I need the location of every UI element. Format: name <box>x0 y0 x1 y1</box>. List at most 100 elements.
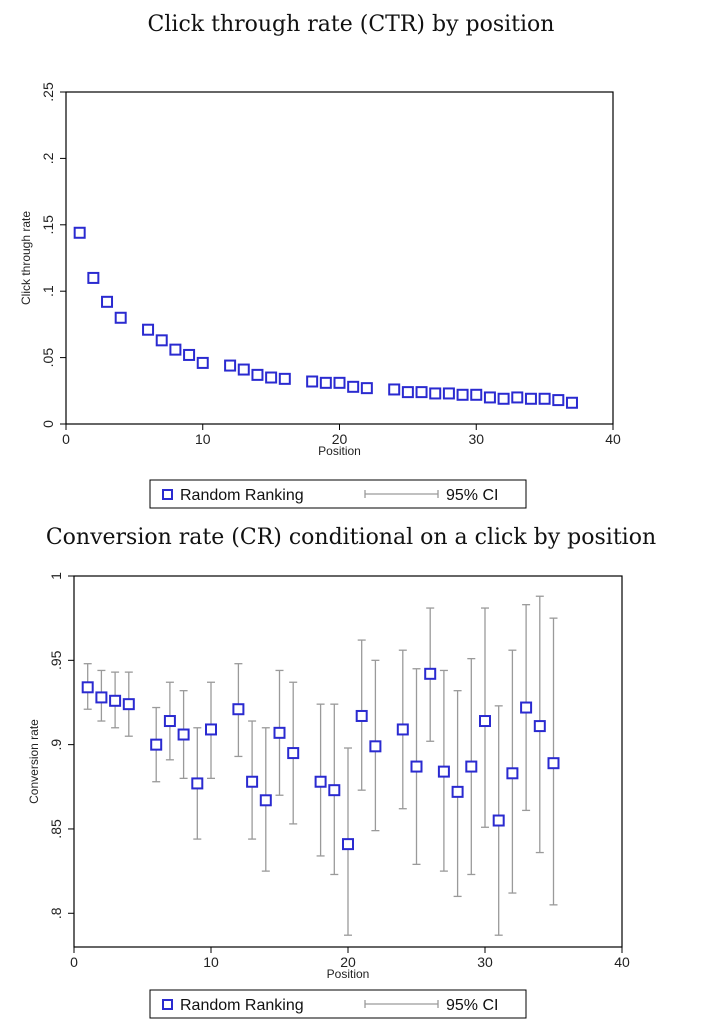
data-point <box>287 747 300 760</box>
data-point <box>424 667 437 680</box>
data-point <box>506 767 519 780</box>
x-tick-label: 10 <box>203 954 219 970</box>
data-point <box>369 740 382 753</box>
y-tick-label: .85 <box>48 819 64 839</box>
data-point <box>122 698 135 711</box>
data-point <box>538 392 551 405</box>
legend-marker-random-ranking <box>162 999 173 1010</box>
data-point <box>552 394 565 407</box>
data-point <box>347 380 360 393</box>
x-tick-label: 40 <box>605 431 621 447</box>
y-tick-label: 1 <box>48 572 64 580</box>
x-axis-label: Position <box>318 444 361 458</box>
data-point <box>342 838 354 851</box>
data-point <box>114 311 127 324</box>
data-point <box>273 726 286 739</box>
data-point <box>196 356 209 369</box>
legend-marker-random-ranking <box>162 489 173 500</box>
legend-box <box>149 989 527 1019</box>
y-axis-label: Click through rate <box>19 211 33 305</box>
data-point <box>73 226 86 239</box>
x-axis-label: Position <box>327 967 370 981</box>
data-point <box>479 715 491 728</box>
x-tick-label: 40 <box>614 954 630 970</box>
data-point <box>524 392 537 405</box>
plot-frame <box>65 91 614 425</box>
data-point <box>95 691 108 704</box>
data-point <box>456 388 469 401</box>
data-point <box>360 382 373 395</box>
legend: Random Ranking 95% CI <box>149 479 527 509</box>
data-point <box>511 391 524 404</box>
data-point <box>150 738 163 751</box>
data-point <box>415 386 428 399</box>
data-point <box>246 775 259 788</box>
y-axis-label: Conversion rate <box>27 719 41 804</box>
data-point <box>328 784 341 797</box>
data-point <box>533 720 546 733</box>
data-point <box>109 694 122 707</box>
data-point <box>191 777 204 790</box>
cr-chart: 0 10 20 30 40 .8 .85 .9 .95 1 Position Conversion r… <box>27 572 630 1019</box>
x-tick-label: 30 <box>477 954 493 970</box>
y-tick-label: .9 <box>48 739 64 751</box>
data-point <box>451 785 464 798</box>
data-point <box>183 348 196 361</box>
data-point <box>401 386 414 399</box>
data-point <box>314 775 327 788</box>
data-point <box>465 760 478 773</box>
data-point <box>306 375 319 388</box>
data-point <box>169 343 182 356</box>
x-tick-label: 20 <box>332 431 348 447</box>
data-point <box>259 794 272 807</box>
legend-box <box>149 479 527 509</box>
data-point <box>483 391 496 404</box>
data-point <box>547 757 560 770</box>
data-point <box>470 388 483 401</box>
x-tick-label: 10 <box>195 431 211 447</box>
y-tick-label: .25 <box>40 82 56 102</box>
data-point <box>237 363 250 376</box>
data-point <box>224 359 237 372</box>
data-point <box>278 372 291 385</box>
y-tick-label: 0 <box>40 420 56 428</box>
x-tick-label: 0 <box>62 431 70 447</box>
y-tick-label: .8 <box>48 907 64 919</box>
y-tick-label: .2 <box>40 152 56 164</box>
data-point <box>437 765 450 778</box>
data-point <box>355 709 368 722</box>
data-point <box>163 715 176 728</box>
data-point <box>565 396 578 409</box>
x-tick-label: 0 <box>70 954 78 970</box>
ctr-chart: 0 10 20 30 40 0 .05 .1 .15 .2 .25 Position Click thr… <box>19 82 621 509</box>
data-point <box>333 376 346 389</box>
legend-label-95-ci: 95% CI <box>446 997 498 1014</box>
legend-label-random-ranking: Random Ranking <box>180 487 304 504</box>
x-tick-label: 30 <box>468 431 484 447</box>
legend-label-random-ranking: Random Ranking <box>180 997 304 1014</box>
data-point <box>81 681 94 694</box>
data-point <box>388 383 401 396</box>
y-tick-label: .15 <box>40 215 56 235</box>
ctr-chart-title: Click through rate (CTR) by position <box>147 12 555 37</box>
data-point <box>101 295 114 308</box>
x-tick-label: 20 <box>340 954 356 970</box>
y-tick-label: .05 <box>40 348 56 368</box>
data-point <box>410 760 423 773</box>
data-point <box>155 334 168 347</box>
data-point <box>520 701 533 714</box>
data-point <box>205 723 217 736</box>
data-point <box>232 703 245 716</box>
y-tick-label: .95 <box>48 650 64 670</box>
data-point <box>442 387 455 400</box>
y-tick-label: .1 <box>40 285 56 297</box>
cr-chart-title: Conversion rate (CR) conditional on a cl… <box>45 525 657 550</box>
legend: Random Ranking 95% CI <box>149 989 527 1019</box>
data-point <box>142 323 155 336</box>
data-point <box>251 368 264 381</box>
data-point <box>265 371 278 384</box>
data-point <box>177 728 190 741</box>
legend-label-95-ci: 95% CI <box>446 487 498 504</box>
data-point <box>492 814 505 827</box>
data-point <box>497 392 510 405</box>
